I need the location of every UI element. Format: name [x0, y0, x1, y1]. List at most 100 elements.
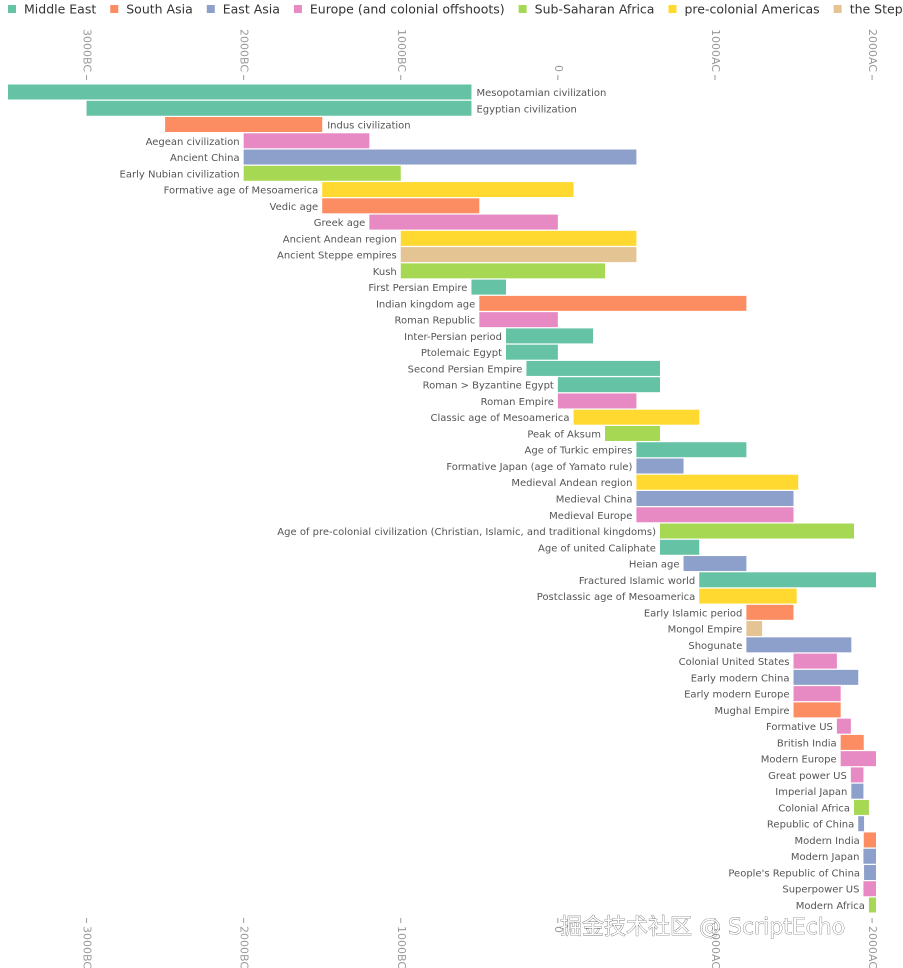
bar — [86, 100, 472, 116]
bar — [636, 442, 747, 458]
bar — [165, 117, 323, 133]
bar-label: Modern Europe — [761, 755, 837, 766]
bar-label: Age of pre-colonial civilization (Christ… — [277, 527, 656, 538]
bar — [400, 247, 637, 263]
legend-label: the Steppe — [850, 2, 903, 17]
bar-label: Early modern Europe — [684, 690, 789, 701]
legend-label: Europe (and colonial offshoots) — [310, 2, 505, 17]
bar — [746, 604, 794, 620]
x-tick-label: 1000BC — [395, 926, 408, 968]
bar — [858, 816, 865, 832]
bar-label: Ptolemaic Egypt — [421, 348, 502, 359]
legend: Middle East South Asia East Asia Europe (an… — [8, 2, 903, 17]
bar-label: Greek age — [314, 218, 366, 229]
bar-label: Fractured Islamic world — [579, 576, 695, 587]
x-axis: 3000BC 3000BC 2000BC 2000BC 1000BC 1000BC 0 0 10… — [81, 29, 880, 968]
bar — [243, 165, 401, 181]
bar-label: Republic of China — [767, 820, 854, 831]
bar — [636, 458, 684, 474]
bar-label: Mesopotamian civilization — [476, 88, 606, 99]
bar-label: Indian kingdom age — [376, 299, 475, 310]
bar — [793, 669, 859, 685]
bar — [840, 751, 876, 767]
bar — [479, 295, 747, 311]
bar-label: Age of united Caliphate — [538, 543, 656, 554]
legend-label: East Asia — [223, 2, 280, 17]
bar-label: Peak of Aksum — [527, 429, 601, 440]
bar — [793, 653, 837, 669]
bar-label: First Persian Empire — [368, 283, 467, 294]
bar-label: Kush — [373, 267, 397, 278]
x-tick-label: 2000AC — [866, 926, 879, 968]
bar — [851, 783, 864, 799]
legend-label: Middle East — [24, 2, 96, 17]
bar-label: Ancient Steppe empires — [277, 251, 397, 262]
bar — [746, 621, 763, 637]
bar-label: Early modern China — [691, 673, 790, 684]
bar-label: Aegean civilization — [146, 137, 240, 148]
bar — [863, 881, 876, 897]
x-tick-label: 1000BC — [395, 29, 408, 72]
bar — [864, 864, 876, 880]
legend-label: South Asia — [126, 2, 193, 17]
x-tick-label: 2000BC — [238, 29, 251, 72]
bar — [573, 409, 700, 425]
bar — [636, 491, 794, 506]
bar — [699, 572, 876, 588]
bar — [636, 474, 799, 490]
bar — [506, 344, 558, 360]
bar-label: Colonial United States — [679, 657, 790, 668]
legend-swatch — [8, 5, 16, 13]
x-tick-label: 0 — [552, 926, 565, 933]
bar-label: Colonial Africa — [778, 803, 850, 814]
legend-swatch — [206, 5, 215, 13]
bar-label: Ancient Andean region — [283, 234, 397, 245]
bar — [793, 686, 841, 702]
bar — [322, 198, 480, 214]
legend-label: pre-colonial Americas — [684, 2, 819, 17]
bar — [868, 897, 876, 913]
bar-label: Indus civilization — [327, 121, 410, 132]
bar — [243, 149, 637, 165]
bar-label: Great power US — [768, 771, 847, 782]
x-tick-label: 1000AC — [709, 926, 722, 968]
bar — [400, 263, 605, 279]
bar-label: Formative age of Mesoamerica — [164, 186, 319, 197]
bar — [604, 425, 660, 441]
bar — [400, 230, 637, 246]
bar — [636, 507, 794, 523]
bars: Mesopotamian civilization Egyptian civili… — [8, 84, 876, 913]
bar — [243, 133, 370, 149]
bar-label: Age of Turkic empires — [525, 446, 633, 457]
bar-label: Roman > Byzantine Egypt — [423, 381, 554, 392]
x-tick-label: 2000BC — [238, 926, 251, 968]
bar-label: Formative US — [766, 722, 833, 733]
bar — [8, 84, 472, 100]
bar-label: Mongol Empire — [668, 625, 743, 636]
bar — [746, 637, 852, 653]
bar-label: Roman Republic — [395, 316, 476, 327]
bar — [854, 799, 869, 815]
bar — [659, 523, 855, 539]
bar-label: Second Persian Empire — [408, 364, 523, 375]
bar-label: Imperial Japan — [775, 787, 847, 798]
bar — [683, 556, 747, 572]
bar-label: British India — [777, 738, 837, 749]
bar-label: Modern Japan — [791, 852, 860, 863]
bar — [863, 832, 876, 848]
bar-label: Vedic age — [270, 202, 319, 213]
bar-label: Formative Japan (age of Yamato rule) — [446, 462, 632, 473]
x-tick-label: 3000BC — [81, 926, 94, 968]
bar — [793, 702, 841, 718]
bar — [836, 718, 851, 734]
bar-label: Modern Africa — [796, 901, 865, 912]
bar — [659, 539, 700, 555]
bar — [557, 393, 637, 409]
bar — [850, 767, 864, 783]
bar-label: Medieval Andean region — [511, 478, 632, 489]
bar-label: Early Islamic period — [644, 608, 743, 619]
bar-label: Shogunate — [688, 641, 742, 652]
x-tick-label: 1000AC — [709, 29, 722, 72]
bar-label: Early Nubian civilization — [120, 169, 240, 180]
x-tick-label: 0 — [552, 65, 565, 72]
